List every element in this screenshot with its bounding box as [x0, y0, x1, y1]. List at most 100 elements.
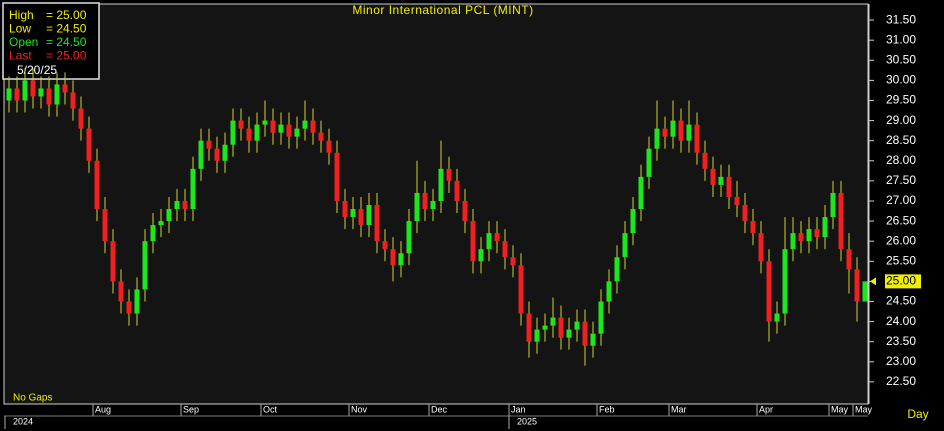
candle-body — [638, 176, 644, 210]
candle-body — [774, 313, 780, 322]
y-tick-label: 23.50 — [886, 334, 916, 348]
candle-body — [246, 128, 252, 141]
x-tick-label: Dec — [431, 404, 448, 414]
y-tick-label: 31.00 — [886, 32, 916, 46]
candle-body — [566, 329, 572, 338]
y-tick-label: 29.50 — [886, 93, 916, 107]
candle-body — [486, 233, 492, 250]
candle-body — [126, 301, 132, 314]
candle-body — [94, 160, 100, 210]
x-tick-label: Apr — [759, 404, 773, 414]
candle-body — [454, 180, 460, 201]
candle-body — [622, 233, 628, 258]
candle-body — [270, 120, 276, 133]
candle-body — [54, 84, 60, 105]
candle-body — [198, 140, 204, 169]
candle-body — [30, 80, 36, 97]
info-label: Last — [9, 49, 32, 63]
candle-body — [630, 209, 636, 234]
candle-body — [318, 132, 324, 141]
candle-body — [222, 144, 228, 161]
candle-body — [182, 200, 188, 210]
candle-body — [710, 168, 716, 185]
last-price-arrow — [870, 277, 876, 286]
candle-body — [598, 301, 604, 334]
x-tick-label: May — [855, 404, 873, 414]
candle-body — [702, 152, 708, 169]
candle-body — [678, 120, 684, 141]
info-date: 5/20/25 — [17, 63, 57, 77]
candle-body — [310, 120, 316, 133]
candle-body — [14, 88, 20, 101]
y-tick-label: 25.50 — [886, 253, 916, 267]
candle-body — [350, 209, 356, 218]
candle-body — [86, 128, 92, 161]
candle-body — [62, 84, 68, 93]
candle-body — [22, 80, 28, 101]
y-tick-label: 24.50 — [886, 294, 916, 308]
info-label: Open — [9, 35, 38, 49]
candle-body — [190, 168, 196, 210]
candle-body — [502, 241, 508, 258]
candle-body — [358, 209, 364, 226]
candle-body — [574, 321, 580, 330]
candle-body — [326, 140, 332, 153]
info-value: = 24.50 — [46, 35, 87, 49]
candle-body — [174, 200, 180, 210]
candle-body — [846, 249, 852, 270]
candle-body — [718, 176, 724, 185]
candle-body — [414, 192, 420, 222]
candle-body — [670, 120, 676, 137]
plot-area — [3, 3, 869, 405]
candle-body — [606, 281, 612, 302]
candle-body — [742, 205, 748, 222]
gaps-note: No Gaps — [13, 393, 52, 404]
info-label: Low — [9, 22, 31, 36]
y-tick-label: 28.00 — [886, 153, 916, 167]
candle-body — [582, 321, 588, 346]
candle-body — [814, 229, 820, 238]
candle-body — [686, 124, 692, 141]
candle-body — [366, 205, 372, 226]
info-value: = 25.00 — [46, 8, 87, 22]
candle-body — [614, 257, 620, 282]
x-tick-label: Mar — [671, 404, 687, 414]
candle-body — [110, 241, 116, 282]
candle-body — [286, 124, 292, 137]
x-tick-label: May — [831, 404, 849, 414]
candle-body — [206, 140, 212, 149]
candle-body — [590, 333, 596, 346]
y-tick-label: 24.00 — [886, 314, 916, 328]
candle-body — [262, 120, 268, 125]
x-tick-label: Jan — [511, 404, 526, 414]
y-tick-label: 22.50 — [886, 374, 916, 388]
candle-body — [382, 241, 388, 250]
candle-body — [38, 88, 44, 97]
y-tick-label: 30.50 — [886, 52, 916, 66]
candle-body — [46, 88, 52, 105]
candle-body — [798, 233, 804, 242]
x-tick-label: Sep — [183, 404, 199, 414]
candle-body — [726, 176, 732, 197]
period-label: Day — [907, 407, 928, 421]
candle-body — [662, 128, 668, 137]
candle-body — [534, 329, 540, 342]
y-tick-label: 23.00 — [886, 354, 916, 368]
candle-body — [782, 249, 788, 314]
candle-body — [478, 249, 484, 262]
x-tick-label: Aug — [95, 404, 111, 414]
y-tick-label: 29.00 — [886, 113, 916, 127]
candle-body — [646, 148, 652, 177]
candle-body — [238, 120, 244, 129]
last-price-label: 25.00 — [886, 274, 916, 288]
candle-body — [790, 233, 796, 250]
candle-body — [102, 209, 108, 242]
y-tick-label: 26.00 — [886, 233, 916, 247]
info-box — [2, 2, 100, 80]
candle-body — [422, 192, 428, 210]
candle-body — [294, 128, 300, 137]
candle-body — [518, 265, 524, 314]
candle-body — [526, 313, 532, 342]
